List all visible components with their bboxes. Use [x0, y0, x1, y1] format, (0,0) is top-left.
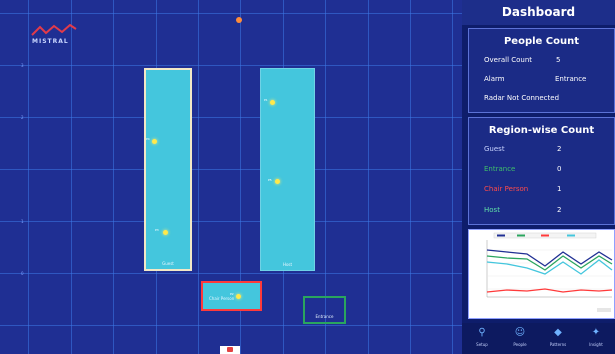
- grid-line: [325, 0, 326, 354]
- footer-label: Insight: [589, 342, 603, 347]
- logo-text: MISTRAL: [32, 38, 69, 45]
- footer-label: People: [513, 342, 527, 347]
- grid-line: [0, 221, 462, 222]
- legend-swatch: [517, 234, 525, 237]
- dashboard-panel: Dashboard People Count Overall Count 5 A…: [462, 0, 615, 354]
- footer-item-people[interactable]: ☺ People: [503, 327, 537, 347]
- footer-item-setup[interactable]: ⚲ Setup: [465, 327, 499, 347]
- person-label: P2: [230, 292, 234, 296]
- alert-icon[interactable]: [220, 346, 240, 354]
- grid-line: [0, 325, 462, 326]
- region-row-value: 1: [557, 185, 562, 193]
- setup-icon: ⚲: [478, 327, 486, 338]
- people-count-heading: People Count: [503, 36, 580, 47]
- floor-plan-canvas[interactable]: 3 2 1 0 MISTRAL Guest Host Chair Person …: [0, 0, 462, 354]
- radar-sensor-icon[interactable]: [236, 17, 242, 23]
- legend-swatch: [541, 234, 549, 237]
- axis-tick: 3: [21, 63, 24, 68]
- axis-tick: 2: [21, 115, 24, 120]
- region-row-value: 2: [557, 206, 562, 214]
- region-label: Host: [282, 262, 293, 267]
- person-marker[interactable]: [275, 179, 280, 184]
- region-label: Guest: [162, 261, 174, 266]
- radar-status: Radar Not Connected: [484, 94, 560, 102]
- region-guest[interactable]: Guest: [144, 68, 192, 271]
- series-line: [486, 259, 613, 275]
- grid-line: [0, 169, 462, 170]
- legend-swatch: [497, 234, 505, 237]
- mistral-logo-icon: [31, 24, 77, 36]
- legend-swatch: [567, 234, 575, 237]
- axis-tick: 1: [21, 219, 24, 224]
- series-line: [486, 288, 613, 293]
- series-line: [486, 249, 613, 267]
- dashboard-title: Dashboard: [462, 0, 615, 25]
- person-marker[interactable]: [152, 139, 157, 144]
- alarm-label: Alarm: [484, 75, 505, 83]
- chart-control[interactable]: [597, 308, 611, 312]
- overall-count-value: 5: [556, 56, 561, 64]
- people-icon: ☺: [514, 327, 526, 338]
- grid-line: [0, 13, 462, 14]
- grid-line: [452, 0, 453, 354]
- people-count-card: People Count Overall Count 5 Alarm Entra…: [468, 28, 615, 113]
- grid-line: [368, 0, 369, 354]
- grid-line: [0, 273, 462, 274]
- region-row-label: Host: [484, 206, 500, 214]
- alarm-value: Entrance: [555, 75, 587, 83]
- region-count-heading: Region-wise Count: [488, 125, 595, 136]
- region-count-card: Region-wise Count Guest 2 Entrance 0 Cha…: [468, 117, 615, 225]
- insight-icon: ✦: [591, 327, 601, 338]
- person-marker[interactable]: [236, 294, 241, 299]
- region-row-label: Entrance: [484, 165, 516, 173]
- footer-item-insight[interactable]: ✦ Insight: [579, 327, 613, 347]
- series-line: [486, 255, 613, 271]
- grid-line: [198, 0, 199, 354]
- grid-line: [0, 117, 462, 118]
- person-marker[interactable]: [163, 230, 168, 235]
- grid-line: [113, 0, 114, 354]
- trend-chart-card[interactable]: [468, 229, 615, 319]
- person-label: P5: [268, 178, 272, 182]
- patterns-icon: ◆: [554, 327, 562, 338]
- footer-nav: ⚲ Setup ☺ People ◆ Patterns ✦ Insight: [462, 323, 615, 354]
- person-label: P1: [264, 98, 268, 102]
- trend-chart: [486, 232, 613, 312]
- footer-item-patterns[interactable]: ◆ Patterns: [541, 327, 575, 347]
- region-row-label: Chair Person: [484, 185, 529, 193]
- person-label: P3: [155, 228, 159, 232]
- region-entrance[interactable]: Entrance: [303, 296, 346, 324]
- region-row-value: 2: [557, 145, 562, 153]
- region-host[interactable]: Host: [260, 68, 315, 271]
- region-chair-person[interactable]: Chair Person: [201, 281, 262, 311]
- person-marker[interactable]: [270, 100, 275, 105]
- grid-line: [28, 0, 29, 354]
- grid-line: [410, 0, 411, 354]
- grid-line: [71, 0, 72, 354]
- footer-label: Patterns: [549, 342, 567, 347]
- person-label: P4: [146, 137, 150, 141]
- overall-count-label: Overall Count: [484, 56, 533, 64]
- footer-label: Setup: [476, 342, 488, 347]
- region-row-label: Guest: [484, 145, 505, 153]
- region-label: Entrance: [315, 314, 334, 319]
- region-label: Chair Person: [209, 296, 235, 301]
- region-row-value: 0: [557, 165, 562, 173]
- grid-line: [0, 65, 462, 66]
- grid-line: [240, 0, 241, 354]
- axis-tick: 0: [21, 271, 24, 276]
